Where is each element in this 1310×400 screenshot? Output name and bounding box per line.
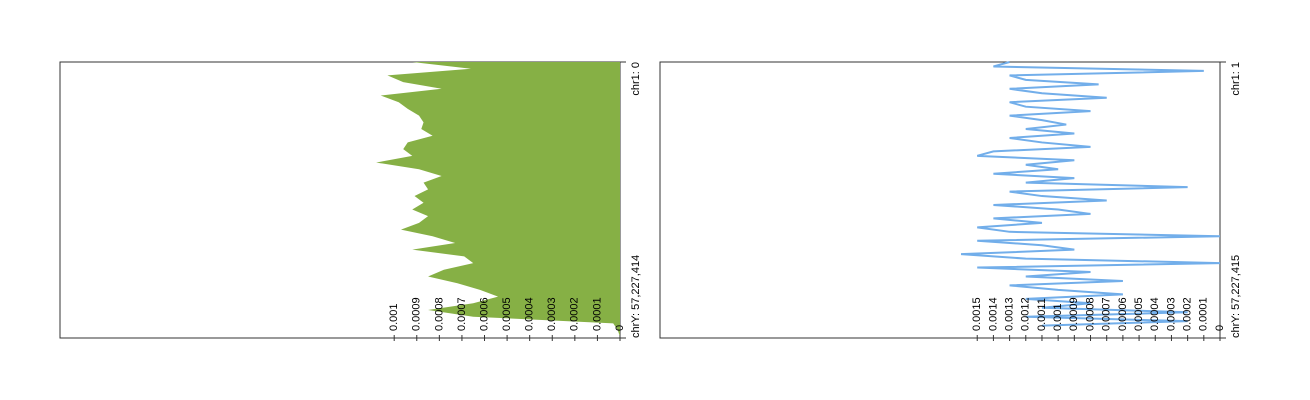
value-tick-label: 0.0004: [524, 297, 536, 331]
value-tick-label: 0.0002: [1182, 297, 1194, 331]
value-tick-label: 0: [614, 325, 626, 331]
value-tick-label: 0.0007: [1101, 297, 1113, 331]
value-tick-label: 0.0008: [1084, 297, 1096, 331]
value-tick-label: 0.0014: [987, 297, 999, 331]
value-tick-label: 0.0006: [478, 297, 490, 331]
coverage-line: [960, 61, 1221, 327]
position-tick-label: chr1: 1: [1230, 62, 1242, 96]
value-tick-label: 0.0013: [1004, 297, 1016, 331]
value-tick-label: 0.0012: [1020, 297, 1032, 331]
value-tick-label: 0.0002: [569, 297, 581, 331]
track-frame: [659, 61, 1221, 339]
value-tick-label: 0.0008: [433, 297, 445, 331]
value-tick-label: 0.0011: [1036, 298, 1048, 331]
value-tick-label: 0.0015: [971, 297, 983, 331]
value-tick-label: 0.001: [1052, 303, 1064, 331]
position-tick-label: chrY: 57,227,414: [630, 255, 642, 338]
value-tick-label: 0.0009: [411, 297, 423, 331]
position-tick-label: chrY: 57,227,415: [1230, 255, 1242, 338]
value-tick-label: 0.0007: [456, 297, 468, 331]
value-tick-label: 0.0004: [1149, 297, 1161, 331]
value-tick-label: 0.0001: [591, 297, 603, 331]
value-tick-label: 0: [1214, 325, 1226, 331]
coverage-area: [376, 62, 620, 337]
value-tick-label: 0.0001: [1198, 297, 1210, 331]
value-tick-label: 0.0006: [1117, 297, 1129, 331]
value-tick-label: 0.0003: [546, 297, 558, 331]
value-tick-label: 0.0003: [1165, 297, 1177, 331]
value-tick-label: 0.0009: [1068, 297, 1080, 331]
position-tick-label: chr1: 0: [630, 62, 642, 96]
value-tick-label: 0.0005: [501, 297, 513, 331]
value-tick-label: 0.001: [388, 303, 400, 331]
value-tick-label: 0.0005: [1133, 297, 1145, 331]
